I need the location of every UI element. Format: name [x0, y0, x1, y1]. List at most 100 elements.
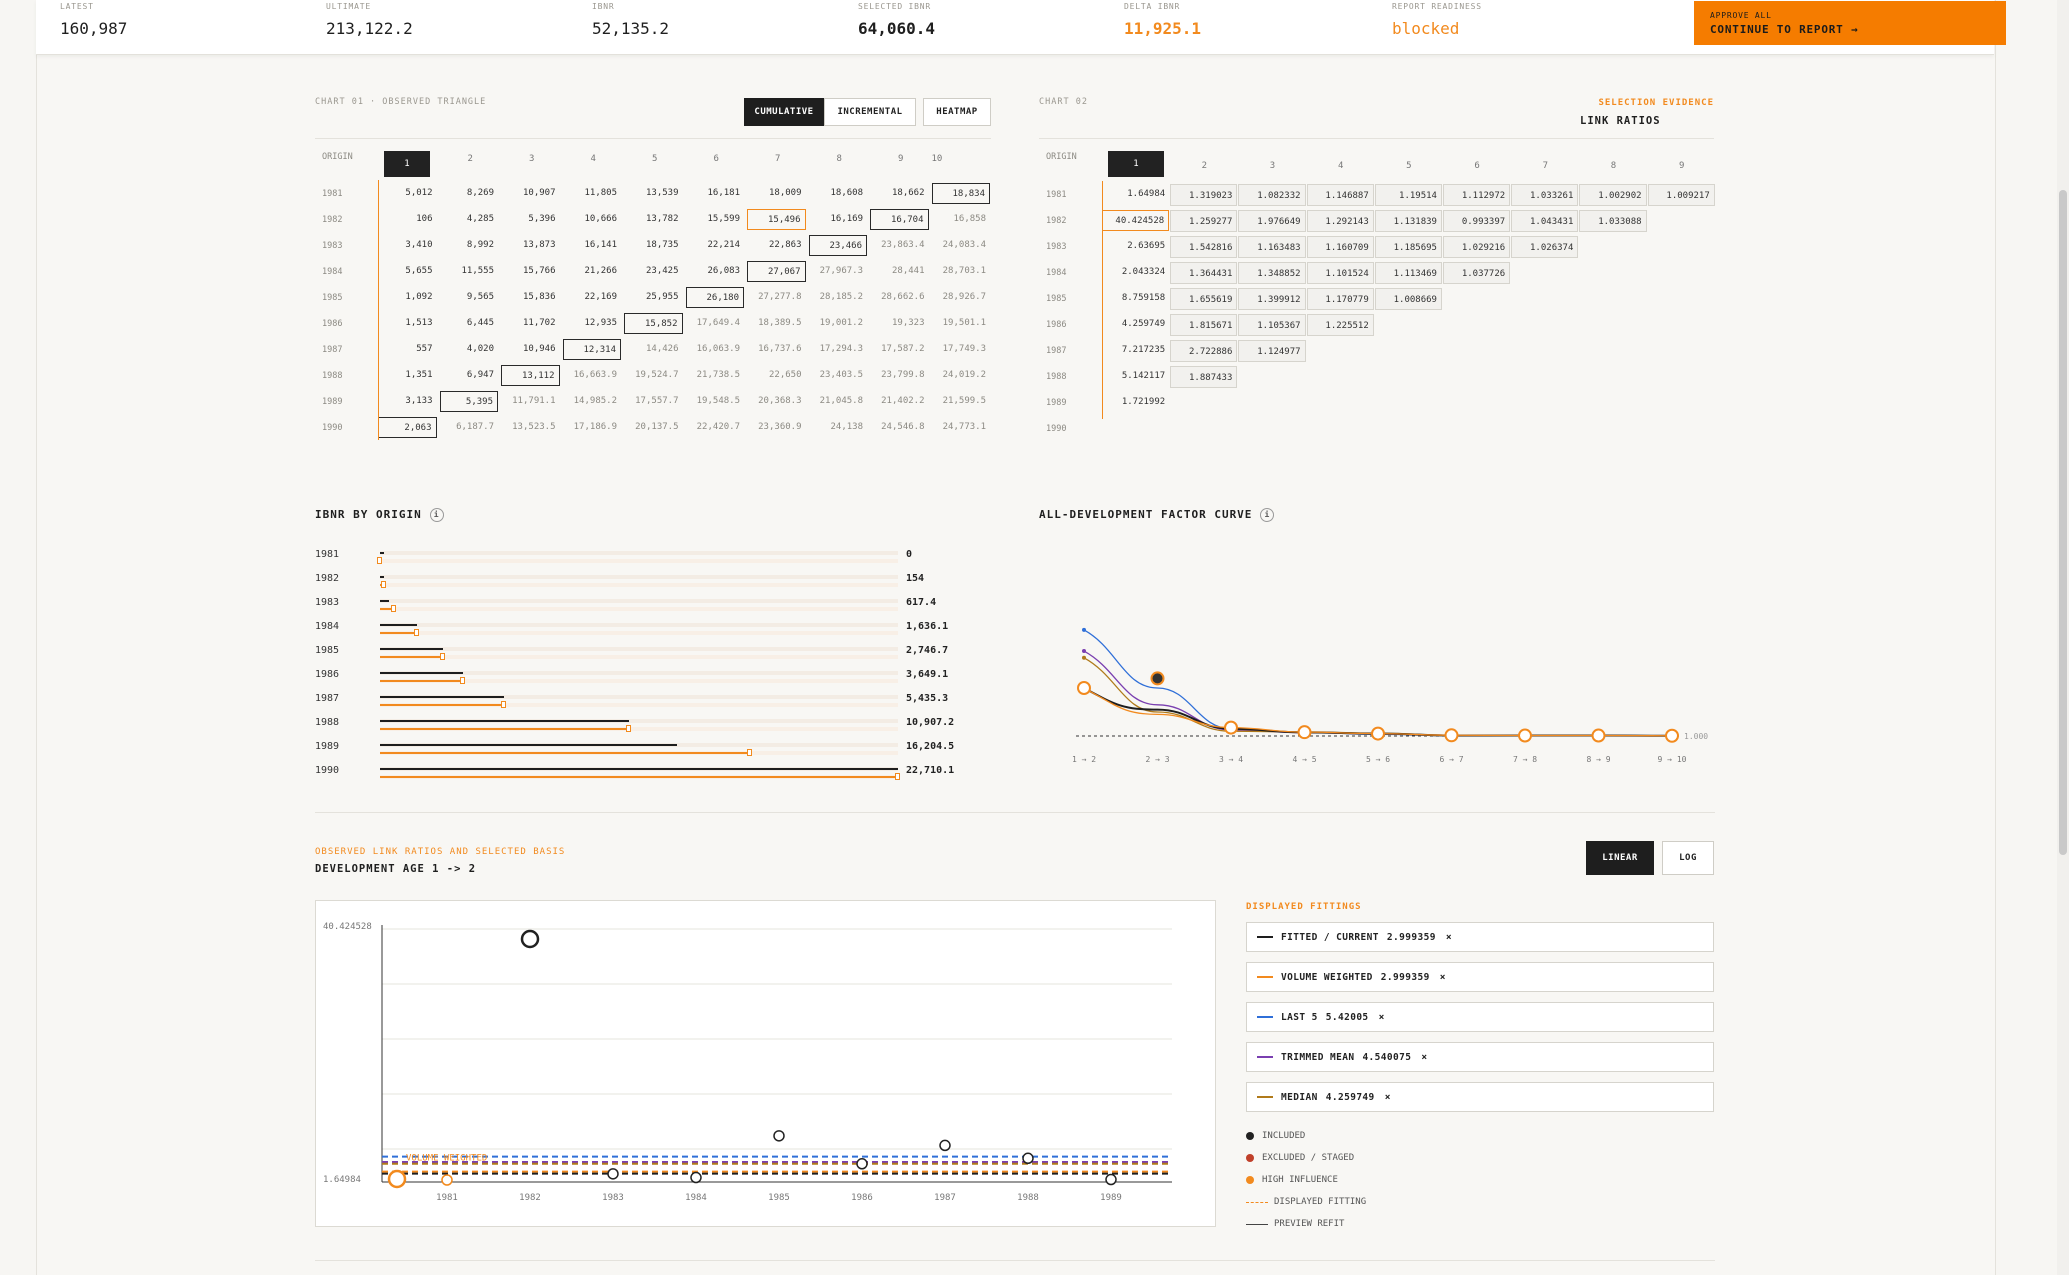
link-ratio-cell[interactable]: 1.163483	[1238, 236, 1306, 258]
triangle-cell[interactable]: 5,012	[405, 188, 433, 198]
remove-fitting-icon[interactable]: ×	[1421, 1051, 1428, 1063]
column-header[interactable]: 6	[713, 154, 719, 164]
triangle-cell[interactable]: 3,410	[405, 240, 433, 250]
ibnr-handle[interactable]	[439, 653, 445, 660]
triangle-cell[interactable]: 28,662.6	[881, 292, 925, 302]
triangle-cell[interactable]: 10,946	[522, 344, 556, 354]
column-header[interactable]: 9	[898, 154, 904, 164]
triangle-cell[interactable]: 19,524.7	[635, 370, 679, 380]
column-header[interactable]: 8	[1610, 161, 1617, 171]
link-ratio-cell[interactable]: 1.976649	[1238, 210, 1306, 232]
ibnr-handle[interactable]	[391, 605, 397, 612]
link-ratio-cell[interactable]: 1.082332	[1238, 184, 1306, 206]
link-ratio-cell[interactable]: 7.217235	[1121, 345, 1166, 355]
triangle-cell[interactable]: 19,001.2	[819, 318, 863, 328]
remove-fitting-icon[interactable]: ×	[1378, 1011, 1385, 1023]
triangle-cell[interactable]: 26,180	[685, 287, 744, 308]
link-ratio-cell[interactable]: 0.993397	[1443, 210, 1511, 232]
triangle-cell[interactable]: 2,063	[378, 417, 437, 438]
triangle-cell[interactable]: 23,466	[808, 235, 867, 256]
triangle-cell[interactable]: 19,323	[891, 318, 925, 328]
triangle-cell[interactable]: 18,009	[768, 188, 802, 198]
link-ratio-cell[interactable]: 1.037726	[1443, 262, 1511, 284]
selected-factor-marker[interactable]	[1371, 726, 1385, 741]
triangle-cell[interactable]: 21,738.5	[696, 370, 740, 380]
column-header[interactable]: 7	[775, 154, 781, 164]
triangle-cell[interactable]: 20,368.3	[758, 396, 802, 406]
triangle-cell[interactable]: 17,557.7	[635, 396, 679, 406]
triangle-cell[interactable]: 10,666	[584, 214, 617, 224]
triangle-cell[interactable]: 13,539	[645, 188, 679, 198]
triangle-cell[interactable]: 24,546.8	[881, 422, 925, 432]
link-ratio-cell[interactable]: 1.170779	[1306, 288, 1374, 310]
triangle-cell[interactable]: 28,185.2	[819, 292, 863, 302]
triangle-cell[interactable]: 18,608	[830, 188, 863, 198]
triangle-cell[interactable]: 13,112	[501, 365, 560, 386]
ibnr-handle[interactable]	[377, 557, 382, 564]
ratio-point[interactable]	[520, 929, 540, 949]
triangle-cell[interactable]: 6,187.7	[456, 422, 494, 432]
column-header[interactable]: 1	[1108, 151, 1164, 177]
link-ratio-cell[interactable]: 1.348852	[1238, 262, 1306, 284]
triangle-cell[interactable]: 17,294.3	[819, 344, 863, 354]
triangle-cell[interactable]: 1,351	[405, 370, 433, 380]
info-icon[interactable]: i	[429, 508, 444, 522]
link-ratio-cell[interactable]: 1.101524	[1306, 262, 1374, 284]
triangle-cell[interactable]: 27,967.3	[819, 266, 863, 276]
triangle-cell[interactable]: 4,285	[466, 214, 494, 224]
triangle-cell[interactable]: 8,992	[466, 240, 494, 250]
triangle-cell[interactable]: 5,395	[439, 391, 498, 412]
triangle-cell[interactable]: 557	[416, 344, 433, 354]
link-ratio-cell[interactable]: 1.185695	[1374, 236, 1442, 258]
triangle-cell[interactable]: 20,137.5	[635, 422, 679, 432]
triangle-cell[interactable]: 17,649.4	[696, 318, 740, 328]
scrollbar-thumb[interactable]	[2059, 190, 2067, 855]
fitting-item[interactable]: FITTED / CURRENT 2.999359 ×	[1246, 922, 1714, 952]
triangle-cell[interactable]: 16,169	[830, 214, 863, 224]
link-ratio-cell[interactable]: 1.124977	[1238, 340, 1306, 362]
link-ratio-cell[interactable]: 1.033261	[1511, 184, 1579, 206]
triangle-cell[interactable]: 16,704	[870, 209, 929, 230]
selected-factor-marker[interactable]	[1665, 728, 1679, 743]
triangle-cell[interactable]: 14,985.2	[573, 396, 617, 406]
link-ratio-cell[interactable]: 1.112972	[1443, 184, 1511, 206]
link-ratio-cell[interactable]: 2.722886	[1170, 340, 1238, 362]
fitting-item[interactable]: LAST 5 5.42005 ×	[1246, 1002, 1714, 1032]
triangle-cell[interactable]: 25,955	[645, 292, 679, 302]
link-ratio-cell[interactable]: 1.542816	[1170, 236, 1238, 258]
link-ratio-cell[interactable]: 1.887433	[1170, 366, 1238, 388]
triangle-cell[interactable]: 15,852	[624, 313, 683, 334]
ratio-point[interactable]	[939, 1139, 951, 1152]
link-ratio-cell[interactable]: 1.033088	[1579, 210, 1647, 232]
triangle-cell[interactable]: 15,599	[707, 214, 740, 224]
ratio-point[interactable]	[607, 1168, 619, 1180]
triangle-cell[interactable]: 4,020	[466, 344, 494, 354]
link-ratio-cell[interactable]: 5.142117	[1121, 371, 1166, 381]
triangle-cell[interactable]: 16,663.9	[573, 370, 617, 380]
triangle-cell[interactable]: 21,045.8	[819, 396, 863, 406]
link-ratio-cell[interactable]: 40.424528	[1102, 210, 1170, 231]
link-ratio-cell[interactable]: 1.655619	[1170, 288, 1238, 310]
link-ratio-cell[interactable]: 1.399912	[1238, 288, 1306, 310]
tab-cumulative[interactable]: CUMULATIVE	[744, 98, 824, 126]
triangle-cell[interactable]: 22,863	[768, 240, 802, 250]
triangle-cell[interactable]: 13,523.5	[512, 422, 556, 432]
triangle-cell[interactable]: 12,935	[584, 318, 617, 328]
triangle-cell[interactable]: 11,702	[522, 318, 556, 328]
ratio-point[interactable]	[1022, 1152, 1034, 1165]
triangle-cell[interactable]: 8,269	[466, 188, 494, 198]
ibnr-handle[interactable]	[380, 581, 386, 588]
ibnr-handle[interactable]	[625, 725, 631, 732]
link-ratio-cell[interactable]: 1.113469	[1374, 262, 1442, 284]
triangle-cell[interactable]: 22,169	[584, 292, 617, 302]
triangle-cell[interactable]: 19,501.1	[942, 318, 986, 328]
triangle-cell[interactable]: 5,655	[405, 266, 433, 276]
triangle-cell[interactable]: 24,773.1	[942, 422, 986, 432]
triangle-cell[interactable]: 17,749.3	[942, 344, 986, 354]
triangle-cell[interactable]: 27,277.8	[758, 292, 802, 302]
link-ratio-cell[interactable]: 1.146887	[1306, 184, 1374, 206]
triangle-cell[interactable]: 19,548.5	[696, 396, 740, 406]
fitting-item[interactable]: VOLUME WEIGHTED 2.999359 ×	[1246, 962, 1714, 992]
column-header[interactable]: 1	[384, 151, 430, 177]
column-header[interactable]: 8	[836, 154, 842, 164]
